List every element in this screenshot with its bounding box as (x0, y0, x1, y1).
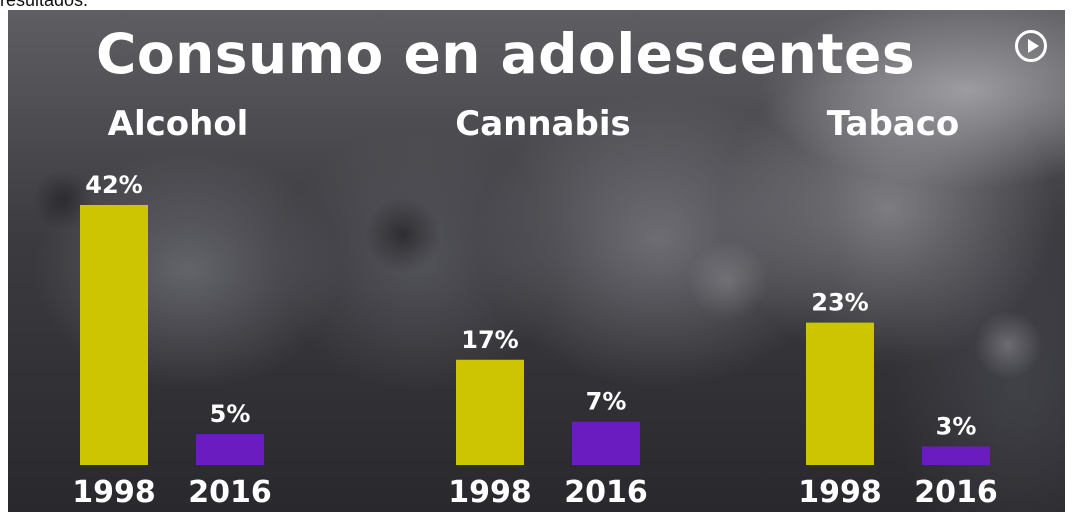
value-label-tabaco-2016: 3% (936, 412, 977, 440)
bar-chart: Alcohol 42% 1998 5% 2016 Cannabis 17% 1998 7% 201… (72, 104, 998, 510)
year-label-cannabis-2016: 2016 (564, 475, 648, 510)
year-label-alcohol-2016: 2016 (188, 475, 272, 510)
bar-cannabis-1998 (456, 359, 524, 465)
year-label-tabaco-1998: 1998 (798, 475, 882, 510)
category-label-tabaco: Tabaco (827, 104, 960, 144)
bar-alcohol-2016 (196, 434, 264, 465)
value-label-alcohol-1998: 42% (85, 171, 142, 199)
bar-alcohol-1998 (80, 205, 148, 465)
value-label-cannabis-1998: 17% (461, 326, 518, 354)
value-label-tabaco-1998: 23% (811, 289, 868, 317)
year-label-tabaco-2016: 2016 (914, 475, 998, 510)
year-label-cannabis-1998: 1998 (448, 475, 532, 510)
category-label-cannabis: Cannabis (455, 104, 630, 144)
value-label-cannabis-2016: 7% (586, 388, 627, 416)
caption-fragment: resultados. (0, 0, 89, 10)
value-label-alcohol-2016: 5% (210, 400, 251, 428)
bar-cannabis-2016 (572, 421, 640, 465)
bar-tabaco-2016 (922, 446, 990, 465)
party-photo-background (8, 10, 1065, 512)
bar-tabaco-1998 (806, 322, 874, 465)
year-label-alcohol-1998: 1998 (72, 475, 156, 510)
chart-title: Consumo en adolescentes (96, 22, 916, 86)
video-frame[interactable]: Consumo en adolescentes Alcohol 42% 1998 5%… (8, 10, 1065, 512)
play-circle-icon[interactable] (1015, 30, 1047, 62)
category-label-alcohol: Alcohol (108, 104, 249, 144)
